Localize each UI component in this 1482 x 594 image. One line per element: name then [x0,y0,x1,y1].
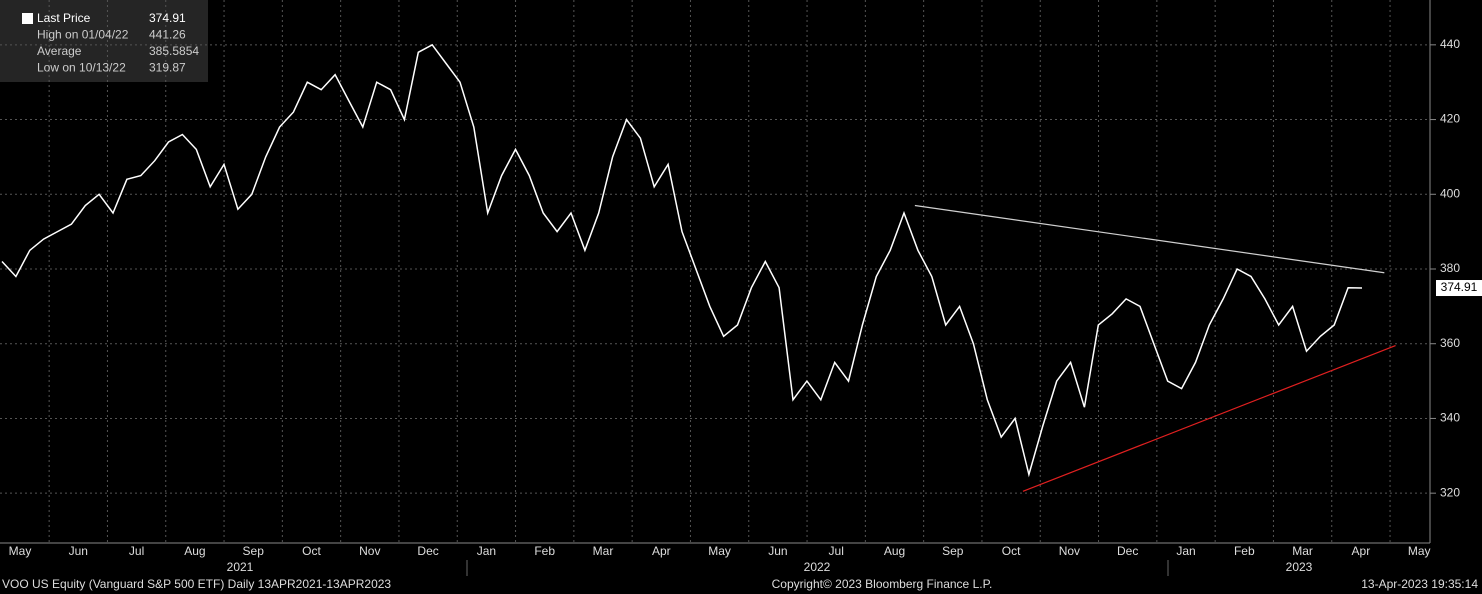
legend-value: 385.5854 [149,44,199,58]
legend-label: High on 01/04/22 [37,28,129,42]
legend-value: 374.91 [149,11,186,25]
y-tick-label: 360 [1440,336,1460,350]
y-tick-label: 320 [1440,485,1460,499]
x-tick-label: Jul [829,544,844,558]
trendline [914,204,1385,274]
x-tick-label: Oct [302,544,321,558]
y-tick-label: 340 [1440,411,1460,425]
year-label: 2021 [227,560,254,574]
last-price-label: 374.91 [1441,280,1478,294]
last-price-tag [1436,280,1482,297]
x-tick-label: Mar [593,544,614,558]
x-tick-label: Mar [1292,544,1313,558]
footer-center: Copyright© 2023 Bloomberg Finance L.P. [772,577,993,591]
legend-box [0,0,208,82]
x-tick-label: May [708,544,731,558]
footer-right: 13-Apr-2023 19:35:14 [1361,577,1478,591]
trendline [1022,345,1396,492]
x-tick-label: Feb [1234,544,1255,558]
x-tick-label: Jun [768,544,787,558]
x-tick-label: Jan [477,544,496,558]
x-tick-label: Dec [417,544,438,558]
x-tick-label: Feb [534,544,555,558]
x-tick-label: May [9,544,32,558]
x-tick-label: Nov [1059,544,1080,558]
legend-label: Last Price [37,11,91,25]
x-tick-label: Sep [243,544,265,558]
price-line [1,43,1363,478]
x-tick-label: Jul [129,544,144,558]
x-tick-label: Jun [69,544,88,558]
x-tick-label: Aug [884,544,905,558]
legend-value: 441.26 [149,28,186,42]
x-tick-label: Oct [1002,544,1021,558]
x-tick-label: Dec [1117,544,1138,558]
x-tick-label: Jan [1176,544,1195,558]
legend-value: 319.87 [149,61,186,75]
x-tick-label: May [1408,544,1431,558]
x-tick-label: Sep [942,544,964,558]
y-tick-label: 400 [1440,186,1460,200]
x-tick-label: Nov [359,544,380,558]
x-tick-label: Apr [1352,544,1371,558]
legend-swatch [22,13,33,24]
y-tick-label: 420 [1440,112,1460,126]
year-label: 2023 [1286,560,1313,574]
x-tick-label: Aug [184,544,205,558]
y-tick-label: 380 [1440,261,1460,275]
x-tick-label: Apr [652,544,671,558]
legend-label: Average [37,44,82,58]
legend-label: Low on 10/13/22 [37,61,126,75]
y-tick-label: 440 [1440,37,1460,51]
year-label: 2022 [804,560,831,574]
footer-left: VOO US Equity (Vanguard S&P 500 ETF) Dai… [2,577,391,591]
